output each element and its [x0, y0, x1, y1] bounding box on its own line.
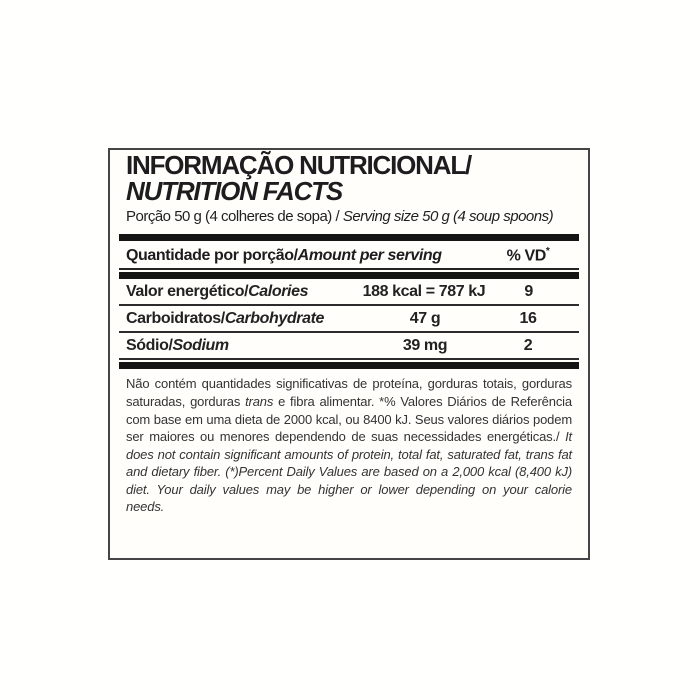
- footnote-paragraph: Não contém quantidades significativas de…: [119, 375, 579, 516]
- footnote-pt-part1: Não contém quantidades significativas de…: [126, 376, 572, 409]
- amount-per-serving-header: Quantidade por porção/Amount per serving: [126, 247, 442, 265]
- nutrient-amount: 188 kcal = 787 kJ: [362, 283, 486, 301]
- label-title-en: NUTRITION FACTS: [126, 176, 343, 206]
- footnote-pt-part2: e fibra alimentar. *% Valores Diários de…: [126, 393, 572, 445]
- nutrient-name: Carboidratos/Carbohydrate: [126, 310, 325, 328]
- divider-thick-bottom: [119, 362, 579, 370]
- nutrient-name: Valor energético/Calories: [126, 283, 309, 301]
- divider-thick-bar: [119, 272, 579, 280]
- nutrient-dv: 2: [523, 337, 533, 355]
- nutrient-name: Sódio/Sodium: [126, 337, 229, 355]
- nutrition-facts-label: INFORMAÇÃO NUTRICIONAL/ NUTRITION FACTS …: [108, 148, 590, 560]
- table-header-row: Quantidade por porção/Amount per serving…: [119, 241, 579, 268]
- dv-asterisk: *: [545, 246, 550, 257]
- serving-size-en: Serving size 50 g (4 soup spoons): [342, 208, 554, 225]
- table-row-sodium: Sódio/Sodium 39 mg 2: [119, 333, 579, 361]
- serving-size-line: Porção 50 g (4 colheres de sopa) / Servi…: [126, 207, 572, 227]
- serving-size-pt: Porção 50 g (4 colheres de sopa) /: [126, 208, 343, 225]
- divider-thick-under-header: [119, 268, 579, 280]
- footnote-en: It does not contain significant amounts …: [126, 429, 572, 515]
- divider-thick-top: [119, 234, 579, 241]
- table-row-calories: Valor energético/Calories 188 kcal = 787…: [119, 279, 579, 307]
- nutrient-amount: 39 mg: [402, 337, 448, 355]
- nutrient-dv: 9: [524, 283, 533, 301]
- label-title-pt: INFORMAÇÃO NUTRICIONAL/: [126, 150, 472, 180]
- nutrient-dv: 16: [519, 310, 537, 328]
- table-row-carbohydrate: Carboidratos/Carbohydrate 47 g 16: [119, 306, 579, 334]
- nutrient-amount: 47 g: [409, 310, 441, 328]
- percent-dv-header: % VD*: [506, 246, 550, 265]
- footnote-trans-word: trans: [245, 393, 274, 409]
